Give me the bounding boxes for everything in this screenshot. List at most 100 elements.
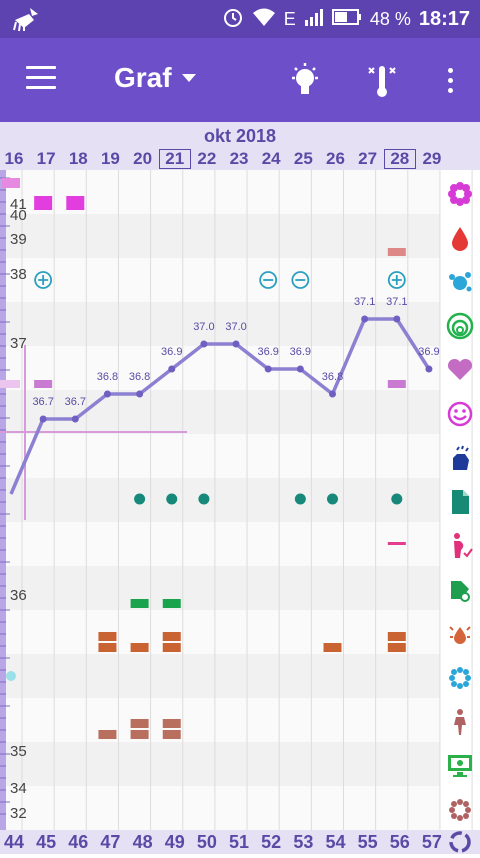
cervix-marker (6, 671, 16, 681)
medication-marker (162, 599, 181, 608)
chart-band (0, 214, 440, 258)
cycle-day-row: 44 45 46 47 48 49 50 51 52 53 54 55 56 57 (0, 830, 480, 854)
temperature-line (9, 317, 431, 495)
gear-flower-icon[interactable] (444, 794, 476, 826)
heart-icon[interactable] (444, 354, 476, 386)
alarm-icon (222, 6, 244, 33)
temperature-point (136, 390, 144, 398)
day-label[interactable]: 22 (197, 149, 217, 168)
day-label[interactable]: 24 (261, 149, 281, 168)
chart-band (0, 566, 440, 610)
y-axis-label: 36 (10, 587, 27, 604)
temperature-value-label: 36.9 (418, 346, 439, 358)
pill-icon[interactable] (444, 574, 476, 606)
chart-band (0, 654, 440, 698)
splash-icon[interactable] (444, 266, 476, 298)
chart-band (0, 302, 440, 346)
symptom-dot (198, 493, 210, 505)
menstruation-marker (34, 196, 53, 210)
drip-icon[interactable] (444, 618, 476, 650)
cervical-fluid-marker (98, 643, 117, 652)
y-axis-label: 32 (10, 805, 27, 822)
day-label[interactable]: 25 (293, 149, 313, 168)
cervical-fluid-marker (387, 632, 406, 641)
day-label[interactable]: 20 (133, 149, 153, 168)
bleeding-marker (34, 380, 53, 388)
y-axis-label: 41 (10, 196, 27, 213)
day-label[interactable]: 27 (358, 149, 378, 168)
temperature-value-label: 36.9 (257, 346, 278, 358)
cervix-position-marker (130, 730, 149, 739)
symptom-dot (166, 493, 178, 505)
temperature-point (39, 415, 47, 423)
temperature-value-label: 36.7 (32, 396, 53, 408)
menstruation-marker (66, 196, 85, 210)
temperature-point (232, 340, 240, 348)
pregnancy-test-marker (387, 542, 406, 545)
temperature-value-label: 37.1 (354, 296, 375, 308)
chevron-down-icon (181, 74, 196, 82)
flower-icon[interactable] (444, 178, 476, 210)
temperature-point (71, 415, 79, 423)
more-options-icon[interactable] (448, 68, 454, 98)
hand-icon[interactable] (444, 442, 476, 474)
cycle-day-label: 48 (132, 832, 153, 852)
chart-band (0, 742, 440, 786)
temperature-point (168, 365, 176, 373)
battery-icon (331, 8, 362, 30)
drop-icon[interactable] (444, 222, 476, 254)
y-axis-label: 37 (10, 335, 27, 352)
chart-band (0, 170, 440, 214)
symptom-dot (327, 493, 338, 505)
cervical-fluid-marker (98, 632, 117, 641)
y-axis-label: 40 (10, 207, 27, 224)
document-icon[interactable] (444, 486, 476, 518)
temperature-value-label: 36.8 (97, 371, 118, 383)
wifi-icon (252, 7, 276, 32)
day-label[interactable]: 29 (422, 149, 442, 168)
temperature-point (361, 315, 369, 323)
smiley-icon[interactable] (444, 398, 476, 430)
day-label[interactable]: 26 (326, 149, 345, 168)
temperature-value-label: 36.8 (129, 371, 150, 383)
cycle-day-label: 44 (3, 832, 25, 852)
burst-icon[interactable] (444, 662, 476, 694)
cycle-day-label: 46 (68, 832, 89, 852)
day-label[interactable]: 28 (383, 149, 416, 169)
day-label[interactable]: 21 (158, 149, 191, 169)
chart-band (0, 390, 440, 434)
y-axis-label: 39 (10, 231, 27, 248)
view-selector[interactable]: Graf (114, 62, 196, 94)
positive-test-icon (387, 271, 406, 289)
day-label[interactable]: 23 (229, 149, 249, 168)
broom-icon (12, 6, 40, 37)
cycle-icon[interactable] (444, 826, 476, 858)
y-axis-label: 35 (10, 743, 27, 760)
chart-band (0, 610, 440, 654)
day-label[interactable]: 16 (4, 149, 24, 168)
cervix-position-marker (130, 719, 149, 728)
rings-icon[interactable] (444, 310, 476, 342)
menu-icon[interactable] (26, 66, 56, 92)
person-icon[interactable] (444, 706, 476, 738)
monitor-icon[interactable] (444, 750, 476, 782)
negative-test-icon (259, 271, 278, 289)
menstruation-marker (2, 178, 20, 188)
thermometer-icon[interactable] (364, 60, 400, 100)
cycle-day-label: 56 (389, 832, 410, 852)
clock: 18:17 (418, 7, 470, 30)
positive-test-icon (34, 271, 53, 289)
category-icon-column (440, 170, 480, 854)
battery-level: 48 % (369, 8, 411, 29)
day-label[interactable]: 17 (36, 149, 56, 168)
cervical-fluid-marker (162, 632, 181, 641)
chart-area[interactable]: 41 40 39 38 37 36 35 34 32 36.7 36.7 36.8 36.8 36.9 37… (0, 170, 480, 830)
lightbulb-icon[interactable] (287, 60, 323, 100)
pregnant-icon[interactable] (444, 530, 476, 562)
day-label[interactable]: 19 (100, 149, 120, 168)
day-label[interactable]: 18 (68, 149, 88, 168)
cervix-position-marker (98, 730, 117, 739)
signal-icon (304, 8, 324, 31)
temperature-value-label: 36.7 (65, 396, 86, 408)
